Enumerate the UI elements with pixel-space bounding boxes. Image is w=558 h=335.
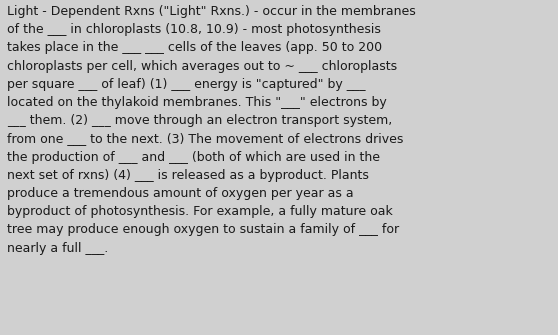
- Text: Light - Dependent Rxns ("Light" Rxns.) - occur in the membranes
of the ___ in ch: Light - Dependent Rxns ("Light" Rxns.) -…: [7, 5, 416, 255]
